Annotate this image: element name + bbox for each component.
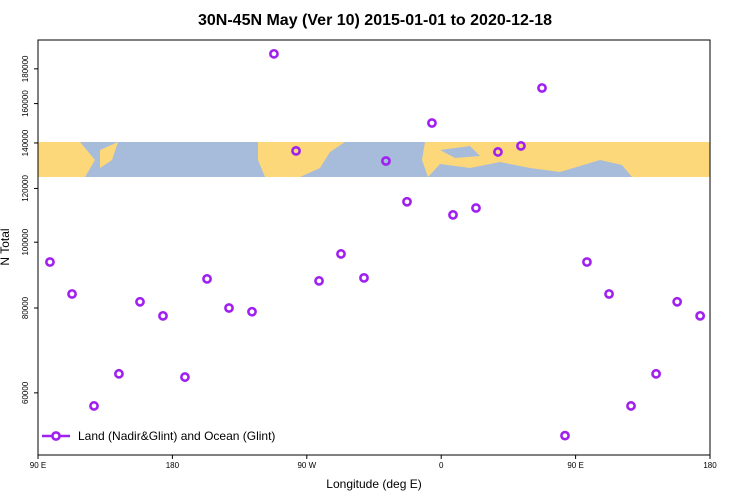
point	[560, 430, 570, 441]
point	[381, 156, 391, 166]
point	[427, 118, 437, 128]
legend-label: Land (Nadir&Glint) and Ocean (Glint)	[78, 429, 275, 443]
x-tick-label: 180	[703, 461, 717, 470]
point	[224, 303, 234, 313]
x-tick-label: 90 E	[30, 461, 46, 470]
y-axis-label: N Total	[0, 228, 12, 265]
point	[471, 203, 481, 213]
map-strip	[38, 142, 710, 177]
y-tick-label: 180000	[21, 55, 30, 82]
point	[604, 289, 614, 299]
x-tick-label: 0	[439, 461, 444, 470]
point	[336, 249, 346, 259]
point	[626, 401, 636, 411]
point	[135, 296, 145, 307]
point	[67, 289, 77, 299]
point	[537, 83, 547, 93]
x-tick-label: 180	[166, 461, 180, 470]
point	[247, 306, 257, 317]
point	[180, 372, 190, 382]
point	[158, 310, 168, 321]
x-tick-label: 90 E	[567, 461, 583, 470]
point	[448, 209, 458, 220]
y-tick-label: 120000	[21, 175, 30, 202]
y-tick-label: 160000	[21, 90, 30, 117]
point	[582, 257, 592, 267]
point	[291, 145, 301, 156]
y-tick-label: 80000	[21, 296, 30, 319]
point	[45, 257, 55, 267]
y-tick-label: 60000	[21, 381, 30, 404]
y-tick-label: 100000	[21, 228, 30, 255]
y-tick-label: 140000	[21, 129, 30, 156]
point	[359, 272, 369, 283]
point	[402, 196, 412, 207]
point	[672, 296, 683, 307]
point	[269, 48, 279, 59]
legend-marker	[51, 431, 61, 441]
plot-frame	[37, 39, 711, 456]
point	[516, 141, 526, 151]
x-tick-label: 90 W	[297, 461, 316, 470]
point	[314, 276, 324, 286]
point	[651, 368, 661, 379]
x-axis-label: Longitude (deg E)	[326, 477, 421, 491]
point	[695, 310, 706, 321]
point	[89, 401, 99, 411]
point	[493, 147, 503, 157]
chart-title: 30N-45N May (Ver 10) 2015-01-01 to 2020-…	[198, 12, 552, 29]
point	[202, 273, 212, 284]
point	[114, 368, 124, 379]
